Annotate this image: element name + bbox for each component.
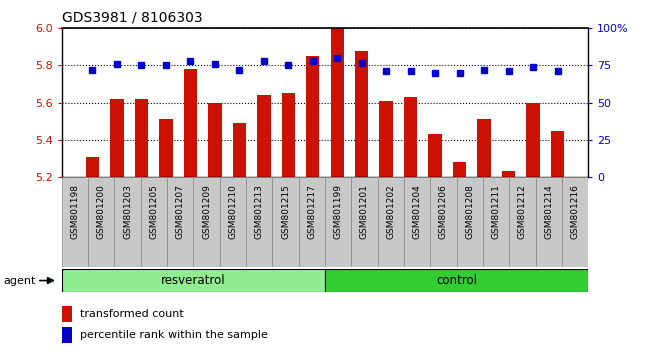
FancyBboxPatch shape	[272, 177, 299, 267]
FancyBboxPatch shape	[510, 177, 536, 267]
Text: GSM801213: GSM801213	[255, 184, 264, 239]
Text: GSM801199: GSM801199	[333, 184, 343, 239]
Text: GSM801210: GSM801210	[228, 184, 237, 239]
Bar	[502, 171, 515, 177]
FancyBboxPatch shape	[404, 177, 430, 267]
Text: GDS3981 / 8106303: GDS3981 / 8106303	[62, 11, 202, 25]
Text: GSM801212: GSM801212	[518, 184, 527, 239]
Bar	[183, 69, 197, 177]
FancyBboxPatch shape	[562, 177, 588, 267]
Bar	[306, 56, 320, 177]
Bar	[208, 103, 222, 177]
Text: GSM801205: GSM801205	[150, 184, 159, 239]
Text: resveratrol: resveratrol	[161, 274, 226, 287]
FancyBboxPatch shape	[536, 177, 562, 267]
FancyBboxPatch shape	[88, 177, 114, 267]
Bar	[526, 103, 540, 177]
Bar	[62, 306, 72, 321]
Text: GSM801217: GSM801217	[307, 184, 317, 239]
Bar	[325, 269, 588, 292]
Bar	[380, 101, 393, 177]
Text: agent: agent	[3, 275, 36, 286]
FancyBboxPatch shape	[430, 177, 456, 267]
Bar	[281, 93, 295, 177]
FancyBboxPatch shape	[167, 177, 194, 267]
Text: control: control	[436, 274, 477, 287]
FancyBboxPatch shape	[246, 177, 272, 267]
Text: GSM801214: GSM801214	[544, 184, 553, 239]
Text: transformed count: transformed count	[80, 309, 184, 319]
FancyBboxPatch shape	[114, 177, 140, 267]
Text: GSM801198: GSM801198	[70, 184, 79, 239]
Text: percentile rank within the sample: percentile rank within the sample	[80, 330, 268, 341]
Bar	[453, 162, 467, 177]
Text: GSM801208: GSM801208	[465, 184, 474, 239]
Bar	[62, 327, 72, 343]
Bar	[86, 156, 99, 177]
Bar	[355, 51, 369, 177]
FancyBboxPatch shape	[140, 177, 167, 267]
FancyBboxPatch shape	[483, 177, 510, 267]
FancyBboxPatch shape	[194, 177, 220, 267]
Text: GSM801200: GSM801200	[97, 184, 106, 239]
Bar	[62, 269, 325, 292]
Bar	[404, 97, 417, 177]
Text: GSM801202: GSM801202	[386, 184, 395, 239]
FancyBboxPatch shape	[220, 177, 246, 267]
Text: GSM801201: GSM801201	[360, 184, 369, 239]
Bar	[159, 119, 173, 177]
Text: GSM801215: GSM801215	[281, 184, 290, 239]
Bar	[551, 131, 564, 177]
Text: GSM801206: GSM801206	[439, 184, 448, 239]
FancyBboxPatch shape	[325, 177, 352, 267]
Bar	[135, 99, 148, 177]
Text: GSM801211: GSM801211	[491, 184, 500, 239]
FancyBboxPatch shape	[352, 177, 378, 267]
Bar	[428, 134, 442, 177]
Bar	[477, 119, 491, 177]
FancyBboxPatch shape	[62, 177, 88, 267]
Text: GSM801207: GSM801207	[176, 184, 185, 239]
Bar	[110, 99, 124, 177]
FancyBboxPatch shape	[456, 177, 483, 267]
Bar	[330, 28, 344, 177]
Bar	[233, 123, 246, 177]
Text: GSM801216: GSM801216	[571, 184, 580, 239]
FancyBboxPatch shape	[299, 177, 325, 267]
FancyBboxPatch shape	[378, 177, 404, 267]
Text: GSM801203: GSM801203	[123, 184, 132, 239]
Bar	[257, 95, 270, 177]
Text: GSM801209: GSM801209	[202, 184, 211, 239]
Text: GSM801204: GSM801204	[413, 184, 422, 239]
